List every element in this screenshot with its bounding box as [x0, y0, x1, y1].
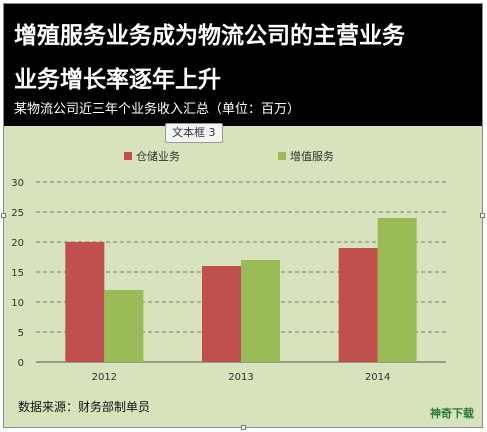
- resize-handle-right[interactable]: [480, 213, 485, 218]
- legend-item-storage: 仓储业务: [124, 148, 180, 164]
- x-tick-label-2013: 2013: [228, 372, 253, 383]
- bar-chart-plot: 0 5 10 15 20 25 30 2012 2013 2014: [11, 178, 446, 383]
- chart-frame[interactable]: 增殖服务业务成为物流公司的主营业务 业务增长率逐年上升 某物流公司近三年个业务收…: [1, 3, 485, 430]
- y-tick-label-10: 10: [11, 298, 24, 309]
- source-note: 数据来源：财务部制单员: [18, 400, 151, 414]
- watermark-logo: 神奇下载: [430, 407, 474, 420]
- chart-title-line-1: 增殖服务业务成为物流公司的主营业务: [14, 23, 405, 49]
- x-tick-label-2012: 2012: [92, 372, 117, 383]
- bar-2012-series-1: [65, 242, 105, 362]
- x-tick-label-2014: 2014: [365, 372, 390, 383]
- y-tick-label-15: 15: [11, 268, 24, 279]
- legend-label-value-added: 增值服务: [290, 150, 334, 163]
- y-tick-label-20: 20: [11, 238, 24, 249]
- chart-title-line-2: 业务增长率逐年上升: [14, 67, 221, 93]
- resize-handle-bottom[interactable]: [241, 425, 246, 430]
- chart-legend: 仓储业务 增值服务: [4, 148, 482, 164]
- textbox-tooltip: 文本框 3: [165, 123, 223, 143]
- y-tick-label-0: 0: [18, 358, 24, 369]
- bar-2013-series-1: [202, 266, 241, 362]
- y-tick-label-25: 25: [11, 208, 24, 219]
- bar-2013-series-2: [241, 260, 280, 362]
- bar-2014-series-1: [338, 248, 378, 362]
- legend-swatch-storage: [124, 152, 132, 160]
- bar-2012-series-2: [104, 290, 144, 362]
- chart-subtitle: 某物流公司近三年个业务收入汇总（单位：百万）: [14, 102, 301, 117]
- legend-item-value-added: 增值服务: [278, 148, 334, 164]
- y-tick-label-5: 5: [18, 328, 24, 339]
- resize-handle-left[interactable]: [1, 213, 6, 218]
- legend-swatch-value-added: [278, 152, 286, 160]
- legend-label-storage: 仓储业务: [136, 150, 180, 163]
- y-tick-label-30: 30: [11, 178, 24, 189]
- chart-header: 增殖服务业务成为物流公司的主营业务 业务增长率逐年上升 某物流公司近三年个业务收…: [4, 4, 482, 126]
- bar-2014-series-2: [377, 218, 417, 362]
